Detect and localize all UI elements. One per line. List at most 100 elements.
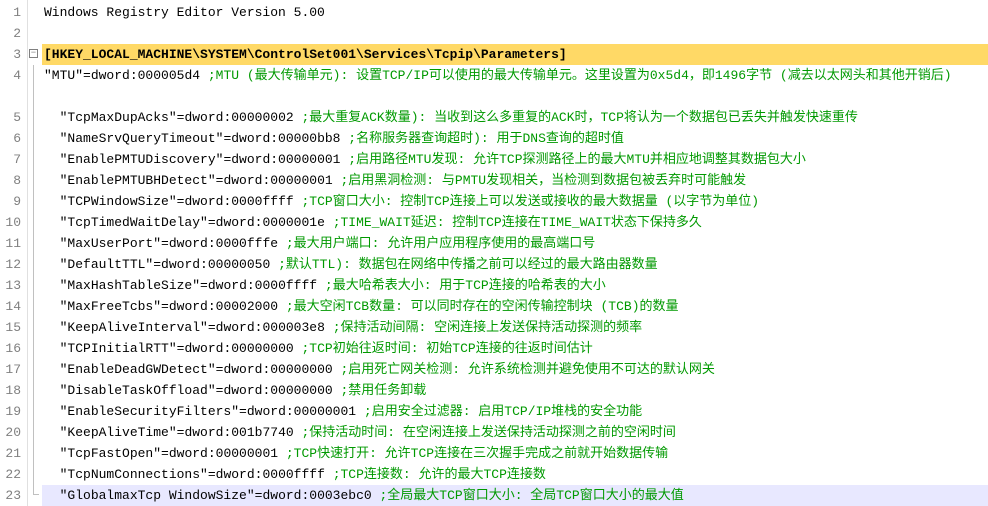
line-number: 15 [0,317,27,338]
fold-cell [28,149,42,170]
comment: ;全局最大TCP窗口大小: 全局TCP窗口大小的最大值 [380,488,684,503]
reg-value: dword:00000000 [223,362,332,377]
code-line[interactable]: "MaxFreeTcbs"=dword:00002000 ;最大空闲TCB数量:… [42,296,988,317]
code-line[interactable] [42,23,988,44]
line-number: 12 [0,254,27,275]
line-number: 8 [0,170,27,191]
line-number: 10 [0,212,27,233]
comment: ;TCP初始往返时间: 初始TCP连接的往返时间估计 [301,341,592,356]
code-line[interactable]: "KeepAliveTime"=dword:001b7740 ;保持活动时间: … [42,422,988,443]
fold-cell [28,380,42,401]
line-number: 23 [0,485,27,506]
code-line[interactable]: "TcpTimedWaitDelay"=dword:0000001e ;TIME… [42,212,988,233]
code-line[interactable]: "NameSrvQueryTimeout"=dword:00000bb8 ;名称… [42,128,988,149]
fold-cell [28,275,42,296]
reg-key: "TcpNumConnections" [60,467,208,482]
reg-value: dword:00000001 [231,152,340,167]
reg-key: "MaxFreeTcbs" [60,299,161,314]
equals-sign: = [161,446,169,461]
plain-text: Windows Registry Editor Version 5.00 [44,5,325,20]
reg-key: "EnableDeadGWDetect" [60,362,216,377]
line-number: 17 [0,359,27,380]
fold-cell [28,233,42,254]
code-line[interactable]: "GlobalmaxTcp WindowSize"=dword:0003ebc0… [42,485,988,506]
line-number: 14 [0,296,27,317]
line-number: 4 [0,65,27,107]
code-line[interactable]: "KeepAliveInterval"=dword:000003e8 ;保持活动… [42,317,988,338]
fold-cell [28,128,42,149]
comment: ;启用死亡网关检测: 允许系统检测并避免使用不可达的默认网关 [340,362,714,377]
reg-value: dword:0000ffff [208,278,317,293]
line-number: 11 [0,233,27,254]
reg-key: "EnablePMTUBHDetect" [60,173,216,188]
comment: ;TCP快速打开: 允许TCP连接在三次握手完成之前就开始数据传输 [286,446,668,461]
line-number: 21 [0,443,27,464]
equals-sign: = [239,404,247,419]
equals-sign: = [161,299,169,314]
fold-cell [28,170,42,191]
reg-value: dword:0000ffff [216,467,325,482]
code-editor[interactable]: 1234567891011121314151617181920212223 − … [0,0,988,506]
reg-key: "EnablePMTUDiscovery" [60,152,224,167]
reg-key: "MaxUserPort" [60,236,161,251]
code-line[interactable]: "TCPWindowSize"=dword:0000ffff ;TCP窗口大小:… [42,191,988,212]
reg-value: dword:00000001 [169,446,278,461]
code-line[interactable]: "EnablePMTUDiscovery"=dword:00000001 ;启用… [42,149,988,170]
code-line[interactable]: "EnableDeadGWDetect"=dword:00000000 ;启用死… [42,359,988,380]
code-content[interactable]: Windows Registry Editor Version 5.00 [HK… [42,0,988,506]
line-number: 2 [0,23,27,44]
reg-value: dword:00000bb8 [231,131,340,146]
line-number: 6 [0,128,27,149]
code-line[interactable]: "MaxUserPort"=dword:0000fffe ;最大用户端口: 允许… [42,233,988,254]
code-line[interactable]: [HKEY_LOCAL_MACHINE\SYSTEM\ControlSet001… [42,44,988,65]
reg-value: dword:0000001e [216,215,325,230]
reg-value: dword:000003e8 [216,320,325,335]
line-number: 16 [0,338,27,359]
code-line[interactable]: "TcpMaxDupAcks"=dword:00000002 ;最大重复ACK数… [42,107,988,128]
comment: ;名称服务器查询超时): 用于DNS查询的超时值 [348,131,624,146]
fold-cell [28,23,42,44]
reg-value: dword:00000050 [161,257,270,272]
reg-key: "TcpTimedWaitDelay" [60,215,208,230]
code-line[interactable]: "TCPInitialRTT"=dword:00000000 ;TCP初始往返时… [42,338,988,359]
reg-key: "MaxHashTableSize" [60,278,200,293]
fold-cell [28,464,42,485]
equals-sign: = [200,278,208,293]
line-number: 20 [0,422,27,443]
line-number: 18 [0,380,27,401]
code-line[interactable]: "EnableSecurityFilters"=dword:00000001 ;… [42,401,988,422]
code-line[interactable]: Windows Registry Editor Version 5.00 [42,2,988,23]
code-line[interactable]: "MaxHashTableSize"=dword:0000ffff ;最大哈希表… [42,275,988,296]
fold-toggle-icon[interactable]: − [29,49,38,58]
comment: ;最大用户端口: 允许用户应用程序使用的最高端口号 [286,236,595,251]
fold-cell [28,443,42,464]
code-line[interactable]: "TcpNumConnections"=dword:0000ffff ;TCP连… [42,464,988,485]
line-number: 3 [0,44,27,65]
equals-sign: = [161,236,169,251]
reg-value: dword:00000001 [247,404,356,419]
code-line[interactable]: "DisableTaskOffload"=dword:00000000 ;禁用任… [42,380,988,401]
line-number: 7 [0,149,27,170]
code-line[interactable]: "EnablePMTUBHDetect"=dword:00000001 ;启用黑… [42,170,988,191]
fold-cell [28,485,42,506]
code-line[interactable]: "DefaultTTL"=dword:00000050 ;默认TTL): 数据包… [42,254,988,275]
line-number-gutter: 1234567891011121314151617181920212223 [0,0,28,506]
code-line[interactable]: "MTU"=dword:000005d4 ;MTU (最大传输单元): 设置TC… [42,65,988,107]
reg-key: "NameSrvQueryTimeout" [60,131,224,146]
fold-cell: − [28,44,42,65]
fold-cell [28,191,42,212]
fold-column[interactable]: − [28,0,42,506]
equals-sign: = [83,68,91,83]
reg-key: "TcpMaxDupAcks" [60,110,177,125]
reg-value: dword:001b7740 [184,425,293,440]
line-number: 5 [0,107,27,128]
code-line[interactable]: "TcpFastOpen"=dword:00000001 ;TCP快速打开: 允… [42,443,988,464]
comment: ;启用黑洞检测: 与PMTU发现相关，当检测到数据包被丢弃时可能触发 [340,173,746,188]
fold-cell [28,65,42,107]
comment: ;最大重复ACK数量): 当收到这么多重复的ACK时，TCP将认为一个数据包已丢… [301,110,857,125]
comment: ;保持活动时间: 在空闲连接上发送保持活动探测之前的空闲时间 [301,425,675,440]
reg-value: dword:00000002 [184,110,293,125]
comment: ;保持活动间隔: 空闲连接上发送保持活动探测的频率 [333,320,642,335]
reg-value: dword:0000fffe [169,236,278,251]
comment: ;最大空闲TCB数量: 可以同时存在的空闲传输控制块 (TCB)的数量 [286,299,679,314]
